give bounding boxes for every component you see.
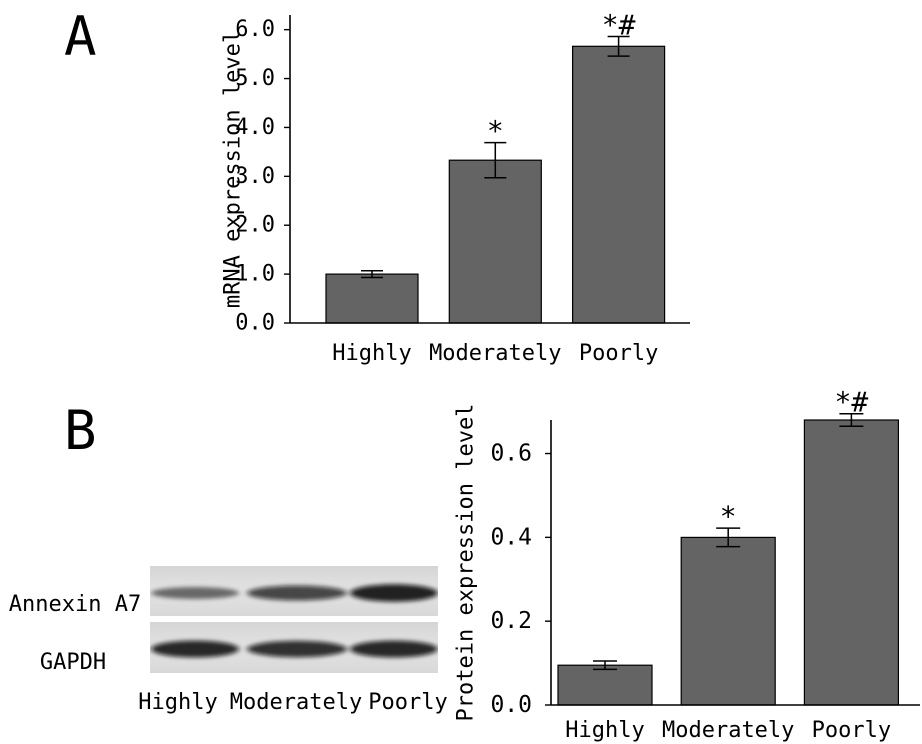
- bars: [557, 419, 900, 706]
- blot-lane-label-highly: Highly: [138, 690, 217, 715]
- blot-band-highly: [151, 587, 239, 599]
- axes: Highly Moderately Poorly 0.0 1.0 2.0 3.0 4.0 5.0…: [221, 15, 690, 366]
- blot-band-highly: [151, 640, 239, 658]
- bar-highly: [557, 664, 653, 706]
- y-tick-label: 1.0: [235, 262, 275, 287]
- y-tick-label: 5.0: [235, 66, 275, 91]
- y-tick-label: 0.0: [490, 692, 532, 718]
- panel-b: B Annexin A7 GAPDH Highly Moderately Poo…: [9, 386, 920, 743]
- blot-lane-label-moderately: Moderately: [230, 690, 362, 715]
- bar-moderately: [680, 536, 776, 706]
- bar-poorly: [571, 45, 666, 324]
- x-tick-label-moderately: Moderately: [662, 718, 794, 743]
- blot-bands-row: [151, 584, 438, 602]
- axes: Highly Moderately Poorly 0.0 0.2 0.4 0.6 Protei…: [454, 404, 920, 743]
- y-tick-label: 3.0: [235, 164, 275, 189]
- significance-marker-poorly: *#: [602, 9, 636, 42]
- y-tick-label: 0.0: [235, 311, 275, 336]
- blot-image: [150, 566, 438, 673]
- y-tick-label: 2.0: [235, 213, 275, 238]
- western-blot: Annexin A7 GAPDH Highly Moderately Poorl…: [9, 566, 448, 715]
- bar-moderately: [448, 159, 542, 324]
- error-bar-highly: [361, 269, 383, 279]
- error-bar-poorly: [607, 35, 630, 57]
- x-tick-label-moderately: Moderately: [429, 341, 561, 366]
- significance-annotations: * *#: [720, 386, 869, 533]
- blot-row-label-annexin-a7: Annexin A7: [9, 592, 141, 617]
- significance-annotations: * *#: [487, 9, 636, 148]
- error-bars: [361, 35, 630, 279]
- blot-strip-annexin-a7: [150, 566, 438, 616]
- y-tick-label: 0.6: [490, 441, 532, 467]
- y-axis-title: mRNA expression level: [221, 30, 246, 308]
- x-tick-label-highly: Highly: [565, 718, 644, 743]
- x-tick-label-poorly: Poorly: [579, 341, 658, 366]
- blot-strip-gapdh: [150, 622, 438, 673]
- y-tick-label: 4.0: [235, 115, 275, 140]
- y-tick-label: 0.2: [490, 608, 532, 634]
- error-bars: [593, 412, 864, 671]
- error-bar-highly: [593, 660, 617, 671]
- blot-band-moderately: [247, 640, 347, 658]
- bar-poorly: [803, 419, 900, 706]
- y-tick-label: 0.4: [490, 524, 532, 550]
- y-tick-label: 6.0: [235, 17, 275, 42]
- panel-label-a: A: [64, 5, 97, 68]
- significance-marker-moderately: *: [487, 115, 504, 148]
- blot-row-label-gapdh: GAPDH: [40, 650, 106, 675]
- blot-bands-row: [151, 640, 438, 658]
- y-axis-title: Protein expression level: [454, 404, 479, 722]
- x-tick-label-poorly: Poorly: [812, 718, 891, 743]
- error-bar-moderately: [484, 141, 507, 179]
- blot-band-poorly: [350, 640, 438, 658]
- bars: [325, 45, 666, 324]
- blot-band-poorly: [350, 584, 438, 602]
- error-bar-poorly: [839, 412, 864, 428]
- panel-a: A * *# Highly Moderately Poorly 0.0 1.0 2.0 3.0 4…: [64, 5, 690, 366]
- blot-band-moderately: [247, 585, 347, 601]
- mrna-expression-chart: * *# Highly Moderately Poorly 0.0 1.0 2.0 3.0 4.0…: [221, 9, 690, 366]
- blot-lane-label-poorly: Poorly: [368, 690, 447, 715]
- error-bar-moderately: [716, 527, 741, 548]
- protein-expression-chart: * *# Highly Moderately Poorly 0.0 0.2 0.4 0.6 Pro…: [454, 386, 920, 743]
- x-tick-label-highly: Highly: [332, 341, 411, 366]
- panel-label-b: B: [64, 399, 97, 462]
- significance-marker-moderately: *: [720, 500, 737, 533]
- significance-marker-poorly: *#: [835, 386, 869, 419]
- bar-highly: [325, 273, 419, 324]
